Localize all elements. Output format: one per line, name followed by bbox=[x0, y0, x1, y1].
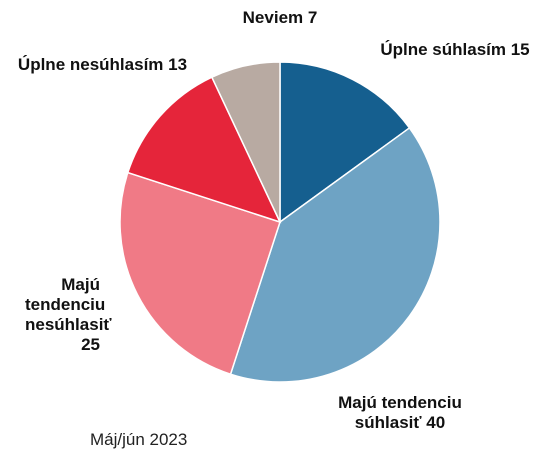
pie-slice bbox=[126, 76, 282, 224]
caption: Máj/jún 2023 bbox=[90, 430, 188, 449]
slice-label: Úplne nesúhlasím 13 bbox=[15, 55, 190, 75]
category-name: Úplne nesúhlasím bbox=[17, 55, 164, 74]
slice-label: Majú tendenciu nesúhlasiť 25 bbox=[25, 275, 112, 355]
slice-value: 13 bbox=[168, 55, 188, 74]
slice-label: Neviem 7 bbox=[205, 8, 355, 28]
slice-value: 15 bbox=[510, 40, 530, 59]
pie-slice bbox=[119, 171, 281, 376]
slice-value: 7 bbox=[307, 8, 318, 27]
pie-slice bbox=[229, 126, 441, 383]
category-name: Úplne súhlasím bbox=[380, 40, 506, 59]
category-name: Neviem bbox=[242, 8, 304, 27]
pie-slice bbox=[279, 61, 411, 224]
slice-value: 25 bbox=[81, 335, 100, 354]
slice-label: Majú tendenciu súhlasiť 40 bbox=[335, 393, 465, 433]
category-name: Majú tendenciu súhlasiť bbox=[338, 393, 462, 432]
pie-slice bbox=[210, 61, 281, 223]
slice-label: Úplne súhlasím 15 bbox=[380, 40, 530, 60]
category-name: Majú tendenciu nesúhlasiť bbox=[25, 275, 112, 334]
slice-value: 40 bbox=[426, 413, 446, 432]
